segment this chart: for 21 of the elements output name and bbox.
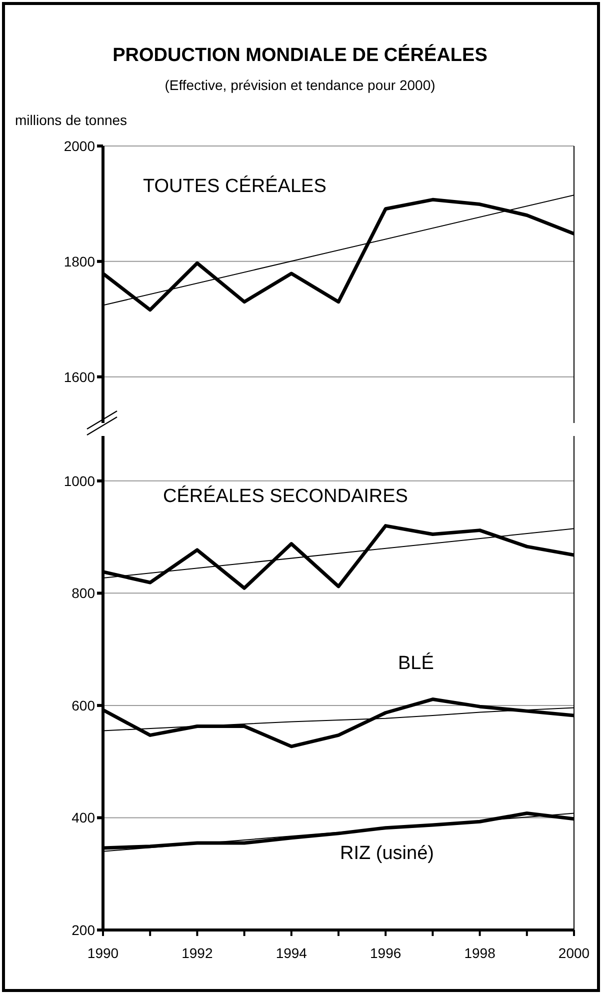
- x-tick-label: 1992: [182, 944, 213, 961]
- series-label: BLÉ: [398, 653, 434, 675]
- series-label: RIZ (usiné): [340, 843, 434, 865]
- text: TOUTES CÉRÉALES: [143, 176, 326, 198]
- series-label: CÉRÉALES SECONDAIRES: [163, 486, 408, 508]
- x-tick-label: 1990: [87, 944, 119, 961]
- y-axis-title: millions de tonnes: [15, 112, 128, 128]
- y-tick-label: 1800: [64, 253, 96, 270]
- y-tick-label: 800: [72, 585, 96, 602]
- chart-subtitle: (Effective, prévision et tendance pour 2000): [164, 77, 436, 93]
- y-tick-label: 2000: [64, 138, 96, 154]
- y-tick-label: 600: [72, 697, 96, 714]
- y-tick-label: 200: [72, 922, 96, 938]
- x-tick-label: 2000: [558, 944, 590, 961]
- y-tick-label: 1000: [64, 472, 96, 489]
- y-tick-label: 400: [72, 810, 96, 826]
- x-tick-label: 1998: [464, 944, 496, 961]
- x-tick-label: 1996: [370, 944, 402, 961]
- y-tick-label: 1600: [64, 368, 96, 385]
- x-tick-label: 1994: [276, 944, 308, 961]
- chart-title: PRODUCTION MONDIALE DE CÉRÉALES: [112, 45, 488, 67]
